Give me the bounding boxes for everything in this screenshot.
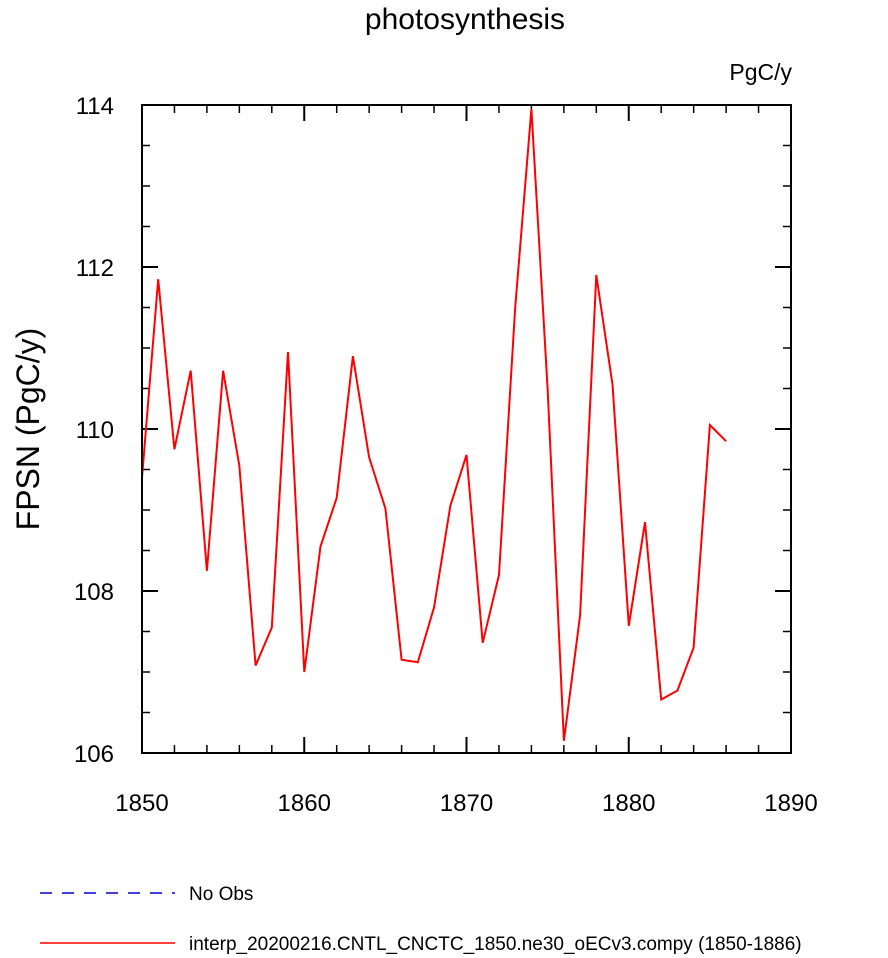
legend-label-no-obs: No Obs: [189, 884, 253, 905]
y-tick-label-108: 108: [74, 579, 114, 606]
plot-frame: [141, 104, 792, 754]
x-tick-label-1850: 1850: [115, 790, 168, 817]
legend-item-no-obs: No Obs: [40, 884, 253, 905]
legend-label-model: interp_20200216.CNTL_CNCTC_1850.ne30_oEC…: [189, 934, 802, 955]
series-layer: [141, 108, 727, 741]
y-tick-label-110: 110: [76, 417, 114, 444]
legend: No Obs interp_20200216.CNTL_CNCTC_1850.n…: [40, 884, 802, 955]
y-axis-label: FPSN (PgC/y): [10, 328, 46, 531]
x-tick-label-1880: 1880: [602, 790, 655, 817]
series-line-1: [141, 108, 727, 741]
tick-labels: 1850 1860 1870 1880 1890 106 108 110 112 114: [74, 93, 818, 817]
y-tick-label-112: 112: [76, 255, 114, 282]
y-tick-label-106: 106: [74, 741, 114, 768]
x-tick-label-1870: 1870: [440, 790, 493, 817]
x-tick-label-1860: 1860: [278, 790, 331, 817]
chart-title: photosynthesis: [365, 3, 565, 36]
units-label: PgC/y: [729, 59, 792, 85]
x-tick-label-1890: 1890: [764, 790, 817, 817]
y-tick-label-114: 114: [76, 93, 114, 120]
legend-item-model: interp_20200216.CNTL_CNCTC_1850.ne30_oEC…: [40, 934, 802, 955]
axis-ticks: [141, 104, 792, 754]
